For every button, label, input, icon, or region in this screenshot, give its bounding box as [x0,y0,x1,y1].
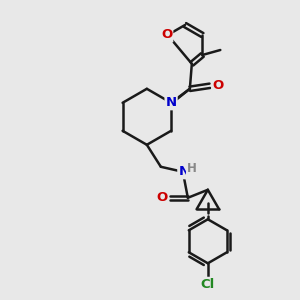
Text: N: N [166,96,177,109]
Text: N: N [178,165,189,178]
Text: Cl: Cl [201,278,215,291]
Text: O: O [161,28,172,41]
Text: O: O [156,191,167,204]
Text: H: H [187,162,197,175]
Text: O: O [212,79,224,92]
